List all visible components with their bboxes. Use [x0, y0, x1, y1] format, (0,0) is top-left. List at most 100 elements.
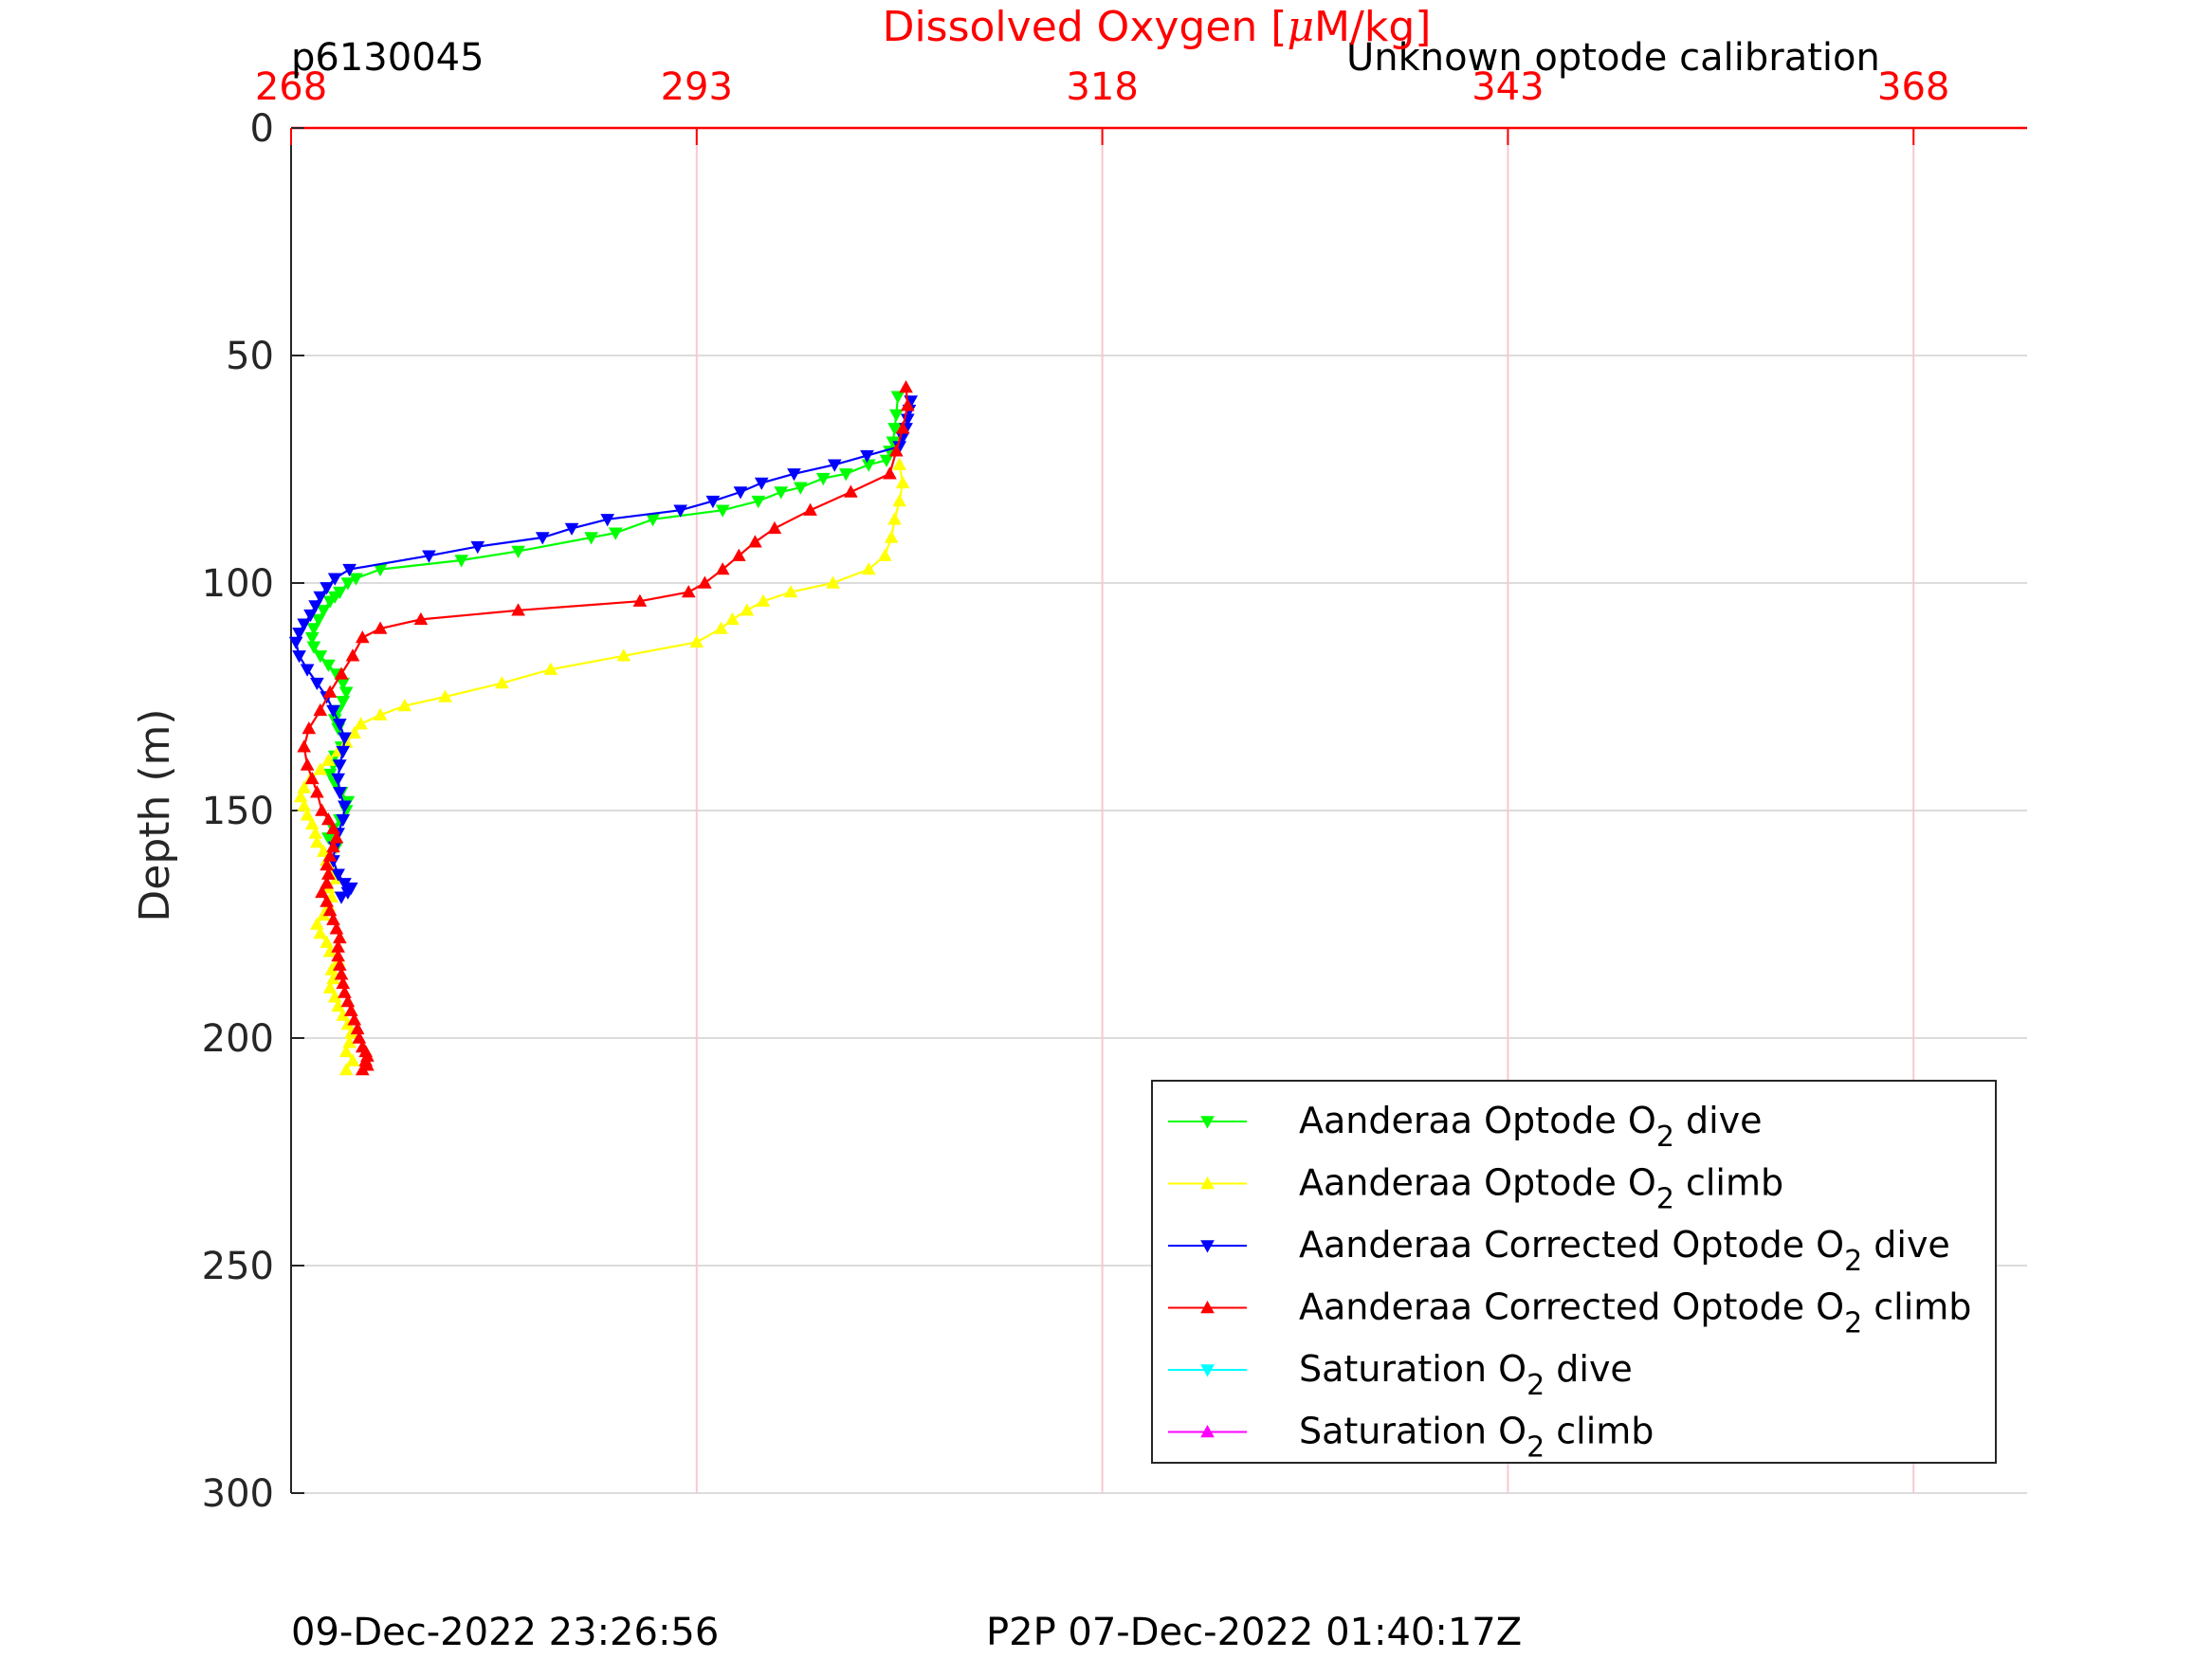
data-point [888, 409, 904, 422]
data-point [326, 704, 340, 718]
x-tick-label: 268 [255, 65, 327, 109]
x-tick-label: 343 [1472, 65, 1544, 109]
data-point [322, 595, 338, 609]
data-point [438, 689, 452, 702]
data-point [316, 844, 331, 857]
data-point [313, 702, 328, 717]
data-point [756, 593, 771, 607]
data-point [740, 603, 755, 616]
data-point [331, 939, 345, 953]
data-point [306, 623, 321, 636]
data-point [300, 808, 315, 821]
data-point [608, 527, 623, 540]
legend-entry-label: Aanderaa Optode O2 dive [1299, 1100, 1763, 1154]
data-point [304, 771, 320, 785]
x-tick-label: 293 [661, 65, 733, 109]
data-point [887, 423, 902, 436]
data-point [787, 468, 801, 482]
data-point [320, 894, 334, 907]
data-point [336, 975, 351, 990]
data-point [826, 575, 840, 589]
data-point [310, 677, 324, 691]
data-point [397, 699, 412, 712]
data-point [352, 1030, 367, 1044]
data-point [373, 707, 388, 720]
data-point [354, 717, 368, 730]
data-point [890, 391, 905, 404]
x-axis-title-prefix: Dissolved Oxygen [ [883, 3, 1288, 51]
data-point [297, 798, 312, 811]
data-point [327, 573, 342, 586]
legend-swatch-marker [1200, 1300, 1215, 1314]
data-point [311, 613, 326, 627]
data-point [297, 739, 312, 753]
x-tick-label: 368 [1877, 65, 1949, 109]
legend-entry-label: Saturation O2 dive [1299, 1348, 1633, 1402]
data-point [884, 530, 899, 543]
x-tick-label: 318 [1066, 65, 1138, 109]
data-point [632, 593, 648, 607]
data-point [338, 985, 352, 998]
series-3 [297, 380, 915, 1076]
y-axis-title: Depth (m) [131, 708, 179, 921]
legend-swatch-marker [1200, 1424, 1215, 1438]
data-point [879, 454, 894, 467]
data-point [535, 532, 550, 545]
data-point [336, 696, 351, 709]
data-point [342, 563, 356, 577]
data-point [329, 921, 344, 935]
data-point [302, 721, 317, 735]
data-point [327, 990, 342, 1003]
data-point [303, 609, 318, 623]
data-point [320, 582, 334, 595]
data-point [681, 585, 696, 598]
data-point [326, 912, 340, 925]
data-point [308, 826, 323, 839]
data-point [331, 868, 345, 882]
data-point [899, 380, 913, 393]
y-tick-label: 100 [202, 562, 274, 606]
data-point [313, 591, 328, 604]
data-point [584, 532, 598, 545]
data-point [322, 684, 338, 698]
data-point [340, 994, 356, 1008]
data-point [815, 472, 831, 486]
data-point [292, 650, 306, 664]
data-point [355, 1040, 370, 1053]
data-point [803, 502, 817, 516]
data-point [689, 634, 704, 648]
x-axis-title-suffix: M/kg] [1314, 3, 1431, 51]
data-point [343, 1003, 358, 1016]
legend-entry-label: Aanderaa Corrected Optode O2 climb [1299, 1286, 1971, 1340]
data-point [827, 459, 842, 472]
y-tick-label: 200 [202, 1017, 274, 1061]
data-point [345, 1053, 360, 1066]
data-point [767, 520, 782, 535]
data-point [338, 686, 354, 700]
y-tick-label: 250 [202, 1245, 274, 1288]
legend-entry-label: Aanderaa Optode O2 climb [1299, 1162, 1783, 1216]
y-tick-label: 300 [202, 1472, 274, 1516]
data-point [725, 611, 740, 626]
data-point [300, 664, 315, 677]
x-axis-title: Dissolved Oxygen [μM/kg] [883, 3, 1432, 51]
axes [290, 126, 2027, 1494]
data-point [329, 830, 344, 844]
footer-timestamp: 09-Dec-2022 23:26:56 [291, 1611, 719, 1654]
data-point [543, 662, 558, 675]
data-point [338, 732, 352, 745]
data-point [336, 745, 351, 759]
data-point [511, 545, 525, 558]
footer-p2p-timestamp: P2P 07-Dec-2022 01:40:17Z [986, 1611, 1522, 1654]
data-point [714, 621, 728, 634]
data-point [331, 773, 345, 786]
data-point [297, 618, 312, 631]
data-point [293, 790, 308, 803]
profile-id-label: p6130045 [291, 36, 484, 80]
data-point [322, 848, 338, 862]
data-point [321, 753, 336, 766]
legend: Aanderaa Optode O2 dive Aanderaa Optode O… [1151, 1080, 1997, 1465]
data-point [751, 495, 766, 509]
data-point [332, 930, 347, 944]
data-point [774, 486, 789, 500]
